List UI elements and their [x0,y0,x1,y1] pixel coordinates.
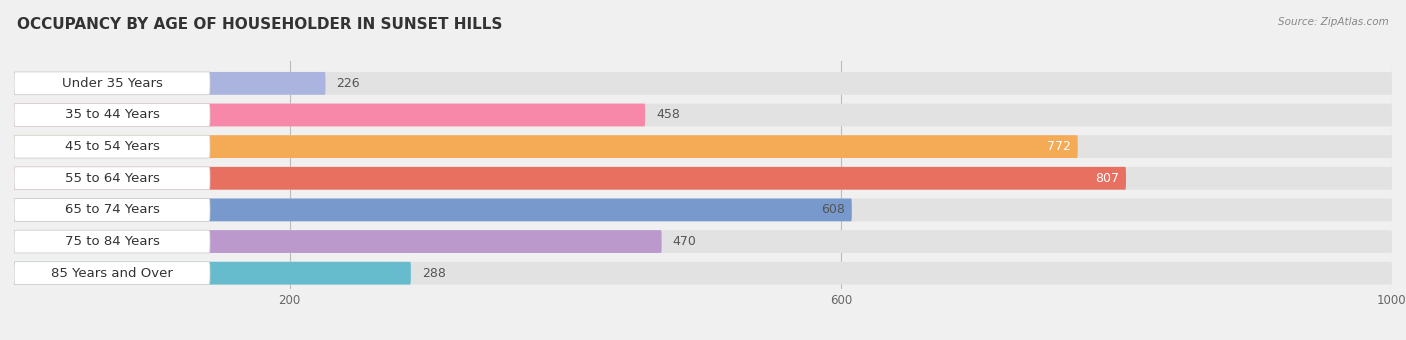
FancyBboxPatch shape [14,104,1392,126]
FancyBboxPatch shape [14,199,1392,221]
FancyBboxPatch shape [14,199,852,221]
FancyBboxPatch shape [14,167,209,190]
FancyBboxPatch shape [14,230,1392,253]
Text: 608: 608 [821,203,845,216]
FancyBboxPatch shape [14,72,1392,95]
FancyBboxPatch shape [14,135,209,158]
FancyBboxPatch shape [14,262,209,285]
FancyBboxPatch shape [14,199,209,221]
FancyBboxPatch shape [14,104,645,126]
Text: Under 35 Years: Under 35 Years [62,77,163,90]
FancyBboxPatch shape [14,167,1392,190]
Text: Source: ZipAtlas.com: Source: ZipAtlas.com [1278,17,1389,27]
Text: 55 to 64 Years: 55 to 64 Years [65,172,159,185]
Text: 458: 458 [657,108,681,121]
FancyBboxPatch shape [14,135,1078,158]
FancyBboxPatch shape [14,72,209,95]
Text: 288: 288 [422,267,446,280]
FancyBboxPatch shape [14,135,1392,158]
Text: 772: 772 [1047,140,1071,153]
Text: 85 Years and Over: 85 Years and Over [51,267,173,280]
Text: 45 to 54 Years: 45 to 54 Years [65,140,159,153]
Text: 75 to 84 Years: 75 to 84 Years [65,235,159,248]
FancyBboxPatch shape [14,167,1126,190]
FancyBboxPatch shape [14,230,662,253]
Text: OCCUPANCY BY AGE OF HOUSEHOLDER IN SUNSET HILLS: OCCUPANCY BY AGE OF HOUSEHOLDER IN SUNSE… [17,17,502,32]
FancyBboxPatch shape [14,230,209,253]
Text: 35 to 44 Years: 35 to 44 Years [65,108,159,121]
FancyBboxPatch shape [14,72,325,95]
Text: 470: 470 [672,235,696,248]
FancyBboxPatch shape [14,104,209,126]
FancyBboxPatch shape [14,262,411,285]
Text: 807: 807 [1095,172,1119,185]
FancyBboxPatch shape [14,262,1392,285]
Text: 65 to 74 Years: 65 to 74 Years [65,203,159,216]
Text: 226: 226 [336,77,360,90]
